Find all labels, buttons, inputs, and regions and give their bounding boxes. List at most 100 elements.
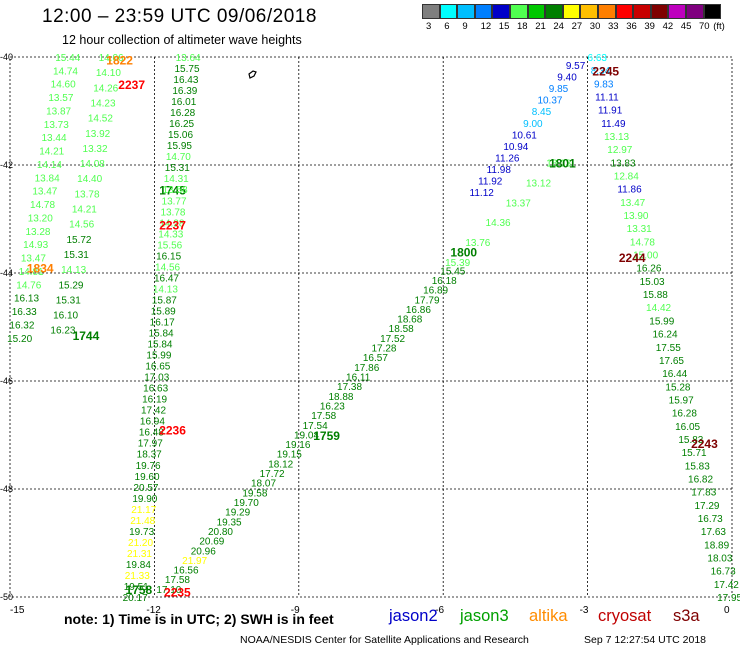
- lon-tick-label: -12: [146, 605, 161, 616]
- swh-value: 19.58: [242, 488, 267, 499]
- swh-value: 13.64: [176, 53, 201, 64]
- swh-value: 16.57: [363, 353, 388, 364]
- swh-value: 20.57: [133, 483, 158, 494]
- swh-value: 13.32: [83, 144, 108, 155]
- swh-value: 15.31: [165, 163, 190, 174]
- swh-value: 15.83: [685, 461, 710, 472]
- swh-value: 14.42: [646, 303, 671, 314]
- swh-value: 16.01: [171, 97, 196, 108]
- swh-value: 16.63: [143, 384, 168, 395]
- swh-value: 13.83: [611, 158, 636, 169]
- lat-tick-label: -46: [0, 376, 13, 386]
- scale-swatch: [703, 4, 722, 19]
- swh-value: 19.51: [124, 582, 149, 593]
- swh-value: 15.75: [174, 64, 199, 75]
- swh-value: 14.78: [630, 237, 655, 248]
- swh-value: 18.37: [137, 450, 162, 461]
- swh-value: 13.92: [85, 129, 110, 140]
- swh-value: 19.16: [285, 440, 310, 451]
- swh-value: 16.47: [154, 273, 179, 284]
- pass-time-label: 1800: [450, 245, 477, 259]
- swh-value: 17.72: [260, 469, 285, 480]
- swh-value: 17.83: [691, 488, 716, 499]
- swh-value: 17.86: [354, 363, 379, 374]
- swh-value: 11.91: [598, 106, 623, 117]
- swh-value: 17.79: [414, 295, 439, 306]
- swh-value: 15.29: [58, 280, 83, 291]
- scale-label: 15: [498, 21, 510, 32]
- swh-value: 20.17: [123, 593, 148, 604]
- color-scale: [422, 4, 722, 19]
- swh-value: 16.73: [711, 567, 736, 578]
- scale-swatch: [545, 4, 563, 19]
- swh-value: 19.90: [132, 494, 157, 505]
- swh-value: 18.68: [397, 315, 422, 326]
- pass-time-label: 1834: [27, 262, 54, 276]
- swh-value: 9.85: [549, 84, 569, 95]
- lat-tick-label: -44: [0, 268, 13, 278]
- swh-value: 16.43: [173, 75, 198, 86]
- pass-time-label: 2236: [159, 424, 186, 438]
- swh-value: 16.82: [688, 474, 713, 485]
- swh-value: 17.29: [694, 501, 719, 512]
- swh-value: 15.89: [151, 306, 176, 317]
- scale-swatch: [597, 4, 616, 19]
- lat-tick-label: -40: [0, 52, 13, 62]
- scale-label: 21: [535, 21, 546, 32]
- lat-tick-label: -42: [0, 160, 13, 170]
- swh-value: 13.20: [28, 213, 53, 224]
- scale-label: 24: [553, 21, 564, 32]
- legend-s3a: s3a: [673, 607, 700, 625]
- swh-value: 14.56: [155, 262, 180, 273]
- map-grid: [9, 56, 733, 598]
- swh-value: 13.87: [46, 106, 71, 117]
- swh-value: 18.12: [268, 459, 293, 470]
- swh-value: 19.76: [136, 461, 161, 472]
- swh-value: 17.58: [165, 575, 190, 586]
- swh-value: 15.83: [678, 435, 703, 446]
- swh-value: 16.94: [140, 417, 165, 428]
- swh-value: 15.06: [168, 130, 193, 141]
- lon-tick-label: -6: [435, 605, 444, 616]
- swh-value: 14.36: [486, 218, 511, 229]
- swh-value: 14.52: [88, 114, 113, 125]
- swh-value: 14.13: [61, 265, 86, 276]
- scale-swatch: [492, 4, 510, 19]
- scale-swatch: [580, 4, 598, 19]
- swh-value: 9.00: [523, 119, 543, 130]
- swh-value: 18.03: [707, 553, 732, 564]
- swh-value: 16.39: [172, 86, 197, 97]
- swh-value: 21.97: [182, 556, 207, 567]
- swh-value: 14.10: [96, 68, 121, 79]
- pass-time-label: 1801: [549, 156, 576, 170]
- swh-value: 15.99: [649, 316, 674, 327]
- lon-tick-label: -9: [291, 605, 300, 616]
- pass-time-label: 1759: [313, 429, 340, 443]
- color-scale-labels: 3 6 9 12 15 18 21 24 27 30 33 36 39 42 45 70 (ft): [422, 21, 732, 33]
- swh-value: 19.15: [277, 450, 302, 461]
- swh-value: 17.95: [717, 593, 740, 604]
- swh-value: 16.89: [423, 286, 448, 297]
- swh-value: 13.73: [44, 120, 69, 131]
- swh-value: 18.88: [328, 392, 353, 403]
- track-J: 9.579.409.8510.378.459.0010.6110.9411.26…: [470, 61, 586, 199]
- scale-label: 12: [480, 21, 492, 32]
- swh-value: 16.86: [406, 305, 431, 316]
- swh-value: 16.28: [170, 108, 195, 119]
- swh-value: 9.40: [557, 73, 577, 84]
- track-L: 2244: [619, 251, 646, 265]
- swh-value: 21.33: [125, 571, 150, 582]
- swh-value: 16.18: [432, 276, 457, 287]
- swh-value: 15.88: [643, 290, 668, 301]
- swh-value: 12.97: [607, 145, 632, 156]
- swh-value: 14.70: [166, 152, 191, 163]
- swh-value: 14.56: [69, 220, 94, 231]
- swh-value: 16.24: [653, 330, 678, 341]
- swh-value: 18.07: [251, 479, 276, 490]
- swh-value: 9.57: [566, 61, 586, 72]
- swh-value: 15.20: [7, 334, 32, 345]
- generated-timestamp: Sep 7 12:27:54 UTC 2018: [584, 634, 707, 646]
- swh-value: 14.28: [159, 218, 184, 229]
- swh-value: 16.05: [675, 422, 700, 433]
